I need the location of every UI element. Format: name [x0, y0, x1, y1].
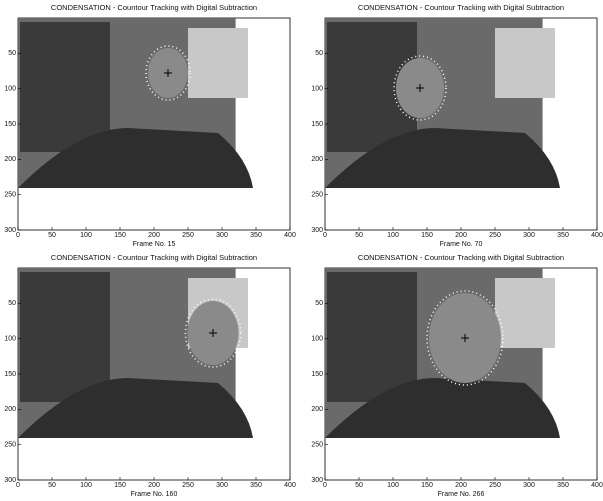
x-tick-label: 150 — [421, 482, 433, 489]
x-tick-label: 350 — [557, 232, 569, 239]
y-tick-label: 150 — [4, 371, 16, 378]
y-tick-label: 150 — [311, 121, 323, 128]
video-frame — [325, 18, 560, 188]
x-tick-label: 250 — [182, 482, 194, 489]
x-tick-label: 300 — [523, 232, 535, 239]
x-tick-label: 150 — [421, 232, 433, 239]
y-tick-label: 300 — [4, 227, 16, 234]
page: {"panels": [ {"title": "CONDENSATION - C… — [0, 0, 603, 501]
x-tick-label: 300 — [216, 232, 228, 239]
x-tick-label: 50 — [355, 482, 363, 489]
bookshelf — [20, 272, 110, 402]
x-tick-label: 150 — [114, 232, 126, 239]
x-tick-label: 0 — [16, 232, 20, 239]
y-tick-label: 100 — [4, 336, 16, 343]
y-tick-label: 200 — [4, 406, 16, 413]
window — [495, 28, 555, 98]
x-tick-label: 0 — [323, 482, 327, 489]
y-tick-label: 50 — [8, 50, 16, 57]
x-tick-label: 200 — [148, 482, 160, 489]
y-tick-label: 150 — [4, 121, 16, 128]
bookshelf — [20, 22, 110, 152]
bookshelf — [327, 272, 417, 402]
x-tick-label: 250 — [182, 232, 194, 239]
panel-title: CONDENSATION - Countour Tracking with Di… — [358, 3, 564, 12]
panel-title: CONDENSATION - Countour Tracking with Di… — [358, 253, 564, 262]
video-frame — [18, 18, 253, 188]
y-tick-label: 100 — [311, 86, 323, 93]
y-tick-label: 50 — [8, 300, 16, 307]
y-tick-label: 50 — [315, 50, 323, 57]
video-frame — [325, 268, 560, 438]
figure: CONDENSATION - Countour Tracking with Di… — [0, 0, 603, 501]
y-tick-label: 100 — [4, 86, 16, 93]
y-tick-label: 50 — [315, 300, 323, 307]
y-tick-label: 250 — [4, 192, 16, 199]
x-tick-label: 100 — [387, 232, 399, 239]
x-tick-label: 150 — [114, 482, 126, 489]
frame-label: Frame No. 70 — [440, 241, 483, 248]
y-tick-label: 200 — [4, 156, 16, 163]
y-tick-label: 300 — [311, 477, 323, 484]
y-tick-label: 250 — [311, 192, 323, 199]
x-tick-label: 400 — [591, 232, 603, 239]
video-frame — [18, 268, 253, 438]
x-tick-label: 100 — [387, 482, 399, 489]
x-tick-label: 300 — [216, 482, 228, 489]
window — [188, 28, 248, 98]
panel-title: CONDENSATION - Countour Tracking with Di… — [51, 3, 257, 12]
x-tick-label: 200 — [148, 232, 160, 239]
frame-label: Frame No. 266 — [438, 491, 485, 498]
x-tick-label: 350 — [250, 482, 262, 489]
x-tick-label: 100 — [80, 482, 92, 489]
x-tick-label: 50 — [48, 482, 56, 489]
y-tick-label: 150 — [311, 371, 323, 378]
x-tick-label: 250 — [489, 232, 501, 239]
x-tick-label: 300 — [523, 482, 535, 489]
y-tick-label: 250 — [311, 442, 323, 449]
y-tick-label: 100 — [311, 336, 323, 343]
y-tick-label: 300 — [4, 477, 16, 484]
frame-label: Frame No. 160 — [131, 491, 178, 498]
x-tick-label: 200 — [455, 482, 467, 489]
x-tick-label: 0 — [323, 232, 327, 239]
y-tick-label: 200 — [311, 406, 323, 413]
y-tick-label: 200 — [311, 156, 323, 163]
frame-label: Frame No. 15 — [133, 241, 176, 248]
x-tick-label: 0 — [16, 482, 20, 489]
x-tick-label: 400 — [284, 232, 296, 239]
panel-title: CONDENSATION - Countour Tracking with Di… — [51, 253, 257, 262]
x-tick-label: 100 — [80, 232, 92, 239]
x-tick-label: 250 — [489, 482, 501, 489]
x-tick-label: 400 — [284, 482, 296, 489]
x-tick-label: 200 — [455, 232, 467, 239]
x-tick-label: 50 — [355, 232, 363, 239]
x-tick-label: 350 — [250, 232, 262, 239]
x-tick-label: 350 — [557, 482, 569, 489]
y-tick-label: 250 — [4, 442, 16, 449]
x-tick-label: 400 — [591, 482, 603, 489]
x-tick-label: 50 — [48, 232, 56, 239]
y-tick-label: 300 — [311, 227, 323, 234]
window — [495, 278, 555, 348]
